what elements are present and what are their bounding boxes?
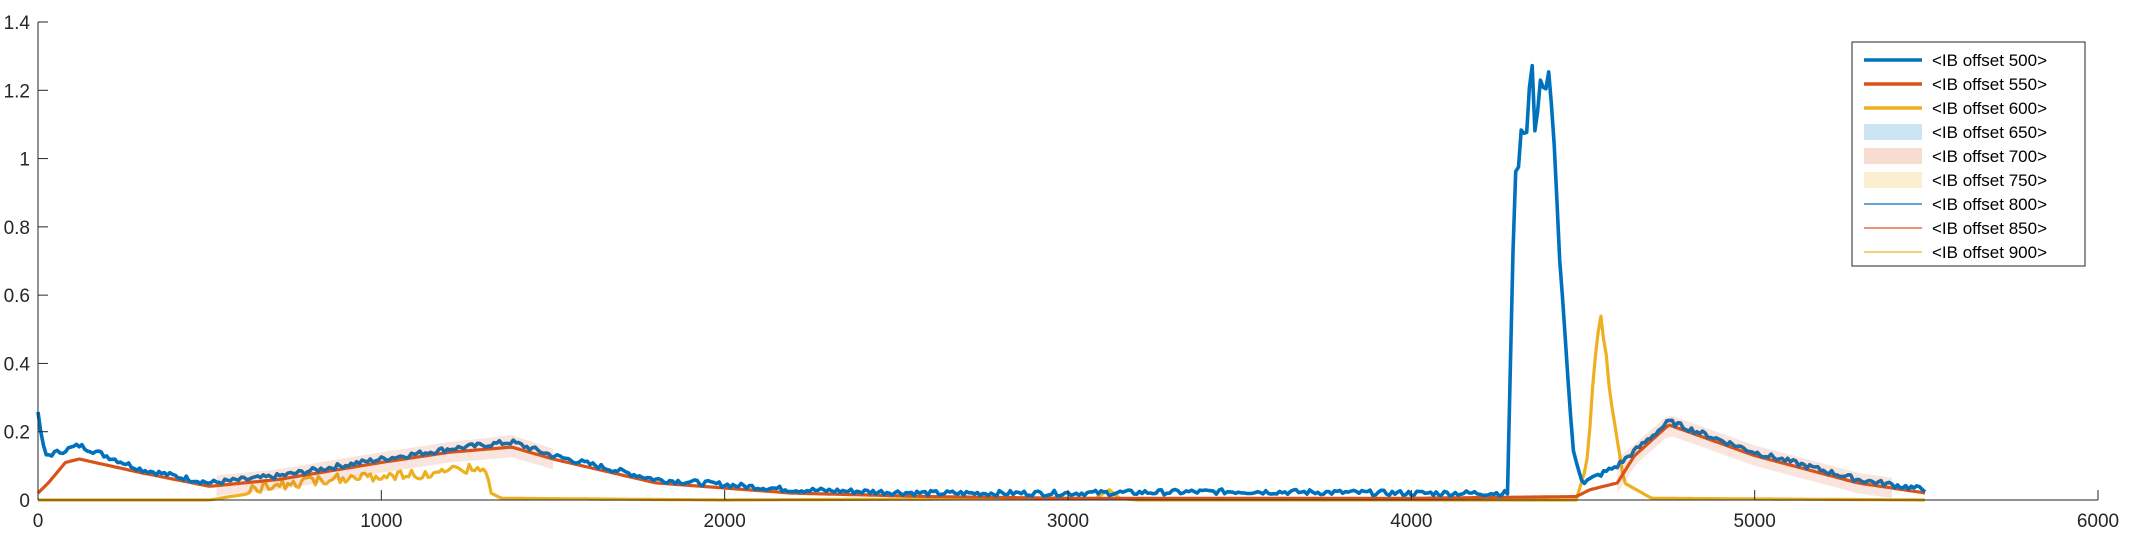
x-tick-label: 0 [33, 511, 44, 532]
legend-label: <IB offset 500> [1932, 51, 2047, 70]
legend-label: <IB offset 900> [1932, 243, 2047, 262]
legend-label: <IB offset 550> [1932, 75, 2047, 94]
y-tick-label: 1.4 [4, 13, 31, 34]
y-tick-label: 0 [19, 491, 30, 512]
x-tick-label: 3000 [1047, 511, 1089, 532]
legend-label: <IB offset 650> [1932, 123, 2047, 142]
y-tick-label: 0.6 [4, 286, 30, 307]
plot-area [36, 63, 1927, 502]
legend-swatch [1864, 124, 1922, 140]
axes: 0 1000 2000 3000 4000 5000 6000 0 0.2 0.4 0.6 0.8 1 1… [4, 13, 2120, 532]
y-tick-label: 1 [19, 150, 30, 171]
uncertainty-band-1 [216, 435, 553, 496]
uncertainty-band-2 [1617, 415, 1892, 499]
series-line-1 [36, 63, 1927, 498]
legend-label: <IB offset 600> [1932, 99, 2047, 118]
series-line-2 [36, 423, 1926, 500]
legend-label: <IB offset 850> [1932, 219, 2047, 238]
y-tick-label: 0.4 [4, 354, 31, 375]
legend-label: <IB offset 700> [1932, 147, 2047, 166]
x-tick-label: 2000 [704, 511, 746, 532]
y-tick-label: 0.8 [4, 218, 30, 239]
x-tick-label: 1000 [360, 511, 402, 532]
x-tick-label: 4000 [1390, 511, 1432, 532]
legend-label: <IB offset 800> [1932, 195, 2047, 214]
legend: <IB offset 500> <IB offset 550> <IB offset… [1851, 41, 2086, 267]
legend-box [1851, 41, 2086, 267]
x-tick-label: 5000 [1734, 511, 1776, 532]
legend-swatch [1864, 172, 1922, 188]
legend-label: <IB offset 750> [1932, 171, 2047, 190]
legend-swatch [1864, 148, 1922, 164]
y-tick-label: 0.2 [4, 423, 30, 444]
x-tick-label: 6000 [2077, 511, 2119, 532]
y-tick-label: 1.2 [4, 81, 30, 102]
